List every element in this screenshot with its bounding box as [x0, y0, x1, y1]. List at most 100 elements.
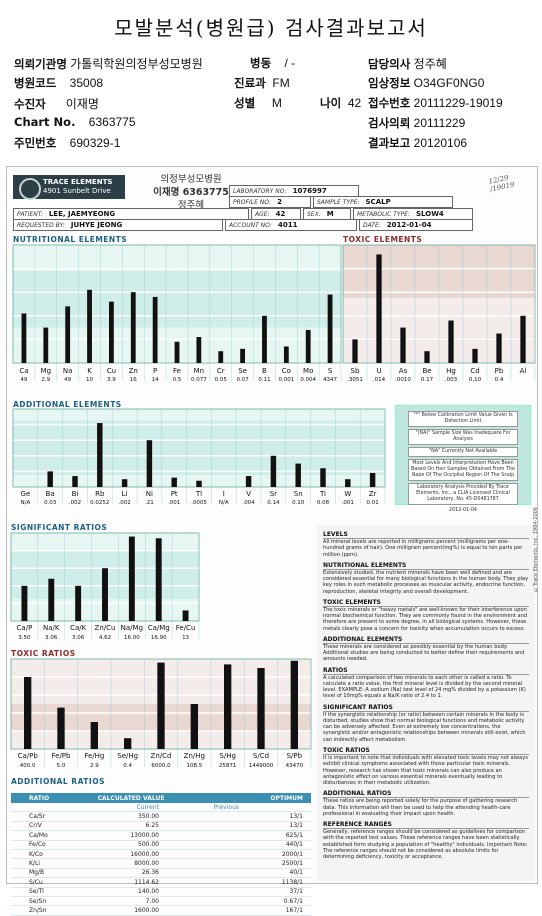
bar [48, 578, 55, 621]
metabolic-value: SLOW4 [416, 210, 444, 218]
value-label: 16.00 [124, 635, 140, 641]
bar [262, 315, 267, 363]
text-heading: NUTRITIONAL ELEMENTS [323, 562, 529, 571]
bar [87, 289, 92, 363]
category-label: W [344, 490, 351, 498]
category-label: S/Pb [287, 752, 303, 760]
text-heading: TOXIC RATIOS [323, 747, 529, 756]
table-cell: 37/1 [289, 888, 303, 896]
account-label: ACCOUNT NO: [229, 222, 273, 229]
value-col-header: CALCULATED VALUE [97, 794, 165, 802]
bar [448, 320, 454, 363]
category-label: U [376, 367, 381, 375]
table-cell: 16000.00 [130, 850, 159, 858]
value-label: 0.4 [495, 377, 504, 383]
doctor-value: 정주혜 [413, 57, 447, 71]
value-label: 3.06 [45, 635, 58, 641]
value-label: 0.10 [469, 377, 482, 383]
table-cell: Ca/Sr [29, 813, 46, 821]
table-row: Cr/V 6.25 13/1 [11, 822, 311, 832]
zone-band [13, 409, 385, 421]
bar [47, 471, 53, 487]
category-label: Zr [369, 490, 377, 498]
table-cell: 40/1 [289, 869, 303, 877]
bar [270, 455, 277, 487]
bar [90, 722, 98, 749]
value-label: 4.62 [99, 635, 111, 641]
table-cell: 1114.62 [134, 878, 159, 886]
value-label: 14 [152, 377, 159, 383]
table-cell: 6.25 [145, 822, 159, 830]
table-cell: 625/1 [285, 831, 303, 839]
doctor-row: 담당의사 정주혜 [368, 55, 447, 72]
rrn-label: 주민번호 [14, 136, 57, 150]
value-label: 2.9 [41, 377, 50, 383]
ratio-table-header: RATIO CALCULATED VALUE OPTIMUM [11, 793, 311, 803]
patient-box-value: LEE, JAEMYEONG [48, 210, 116, 218]
report-label: 결과보고 [368, 136, 411, 150]
bar [24, 677, 32, 749]
hospital-label: 의뢰기관명 [14, 57, 67, 71]
toxic-heading: TOXIC ELEMENTS [343, 235, 423, 244]
text-paragraph: All mineral levels are reported in milli… [323, 539, 523, 558]
bar [224, 664, 232, 749]
bar [174, 341, 180, 363]
category-label: Cr [217, 367, 225, 375]
bar [171, 477, 177, 487]
value-label: 1449000 [249, 763, 274, 769]
dept-row: 진료과 FM [234, 75, 290, 91]
table-row: K/Co 16000.00 2000/1 [11, 850, 311, 860]
value-label: 3.9 [107, 377, 116, 383]
requested-label: REQUESTED BY: [17, 222, 65, 229]
value-label: 0.17 [421, 377, 434, 383]
zone-band [13, 420, 385, 476]
significant-heading: SIGNIFICANT RATIOS [11, 523, 108, 532]
stamp-line2: 이재명 6363775 [153, 187, 229, 198]
chart-row: Chart No. 6363775 [14, 115, 136, 129]
category-label: Ti [319, 490, 326, 498]
explanation-text: LEVELS All mineral levels are reported in… [317, 525, 535, 881]
value-label: N/A [219, 500, 229, 506]
stamp-line3: 정주혜 [177, 200, 205, 211]
charts-canvas: Ca 49 Mg 2.9 Na 49 K 10 Cu 3.9 Zn 16 P 14 Fe 0.5 Mn 0.077… [10, 244, 536, 769]
bar [245, 476, 252, 487]
bar [257, 668, 265, 749]
category-label: Fe/Pb [52, 752, 72, 760]
table-cell: 350.00 [138, 813, 159, 821]
doctor-label: 담당의사 [368, 57, 411, 71]
accession-row: 접수번호 20111229-19019 [368, 95, 503, 111]
legend-date: 2012-01-04 [449, 508, 477, 513]
value-label: 0.03 [44, 500, 57, 506]
profile-label: PROFILE NO: [233, 199, 272, 206]
category-label: Ca/Mg [148, 624, 170, 632]
bar [290, 660, 298, 749]
stamp: 의정부성모병원 이재명 6363775 정주혜 [143, 173, 239, 212]
value-label: 400.0 [20, 763, 36, 769]
table-cell: Mg/B [29, 869, 45, 877]
bar [295, 463, 301, 487]
stamp-line1: 의정부성모병원 [160, 174, 222, 185]
text-paragraph: If the synergistic relationship (or rati… [323, 711, 526, 743]
table-cell: Zn/Sn [29, 906, 47, 914]
category-label: Sn [294, 490, 303, 498]
value-label: .002 [69, 500, 81, 506]
date-box: DATE: 2012-01-04 [359, 219, 473, 231]
chart-value: 6363775 [88, 115, 136, 129]
bar [424, 351, 430, 363]
bar [496, 333, 502, 363]
table-cell: 1600.00 [134, 906, 159, 914]
nutritional-heading: NUTRITIONAL ELEMENTS [13, 235, 128, 244]
category-label: Na/Mg [121, 624, 143, 632]
table-row: Fe/Co 500.00 440/1 [11, 841, 311, 850]
age-box-label: AGE: [255, 211, 270, 218]
requested-value: JUHYE JEONG [70, 221, 123, 229]
bar [130, 292, 136, 363]
lab-no-label: LABORATORY NO: [233, 188, 287, 195]
text-paragraph: These ratios are being reported solely f… [323, 798, 518, 817]
bar [327, 294, 333, 363]
category-label: Cu [107, 367, 116, 375]
value-label: 0.05 [215, 377, 228, 383]
zone-band [13, 245, 341, 271]
bar [345, 479, 351, 487]
category-label: Ba [46, 490, 55, 498]
